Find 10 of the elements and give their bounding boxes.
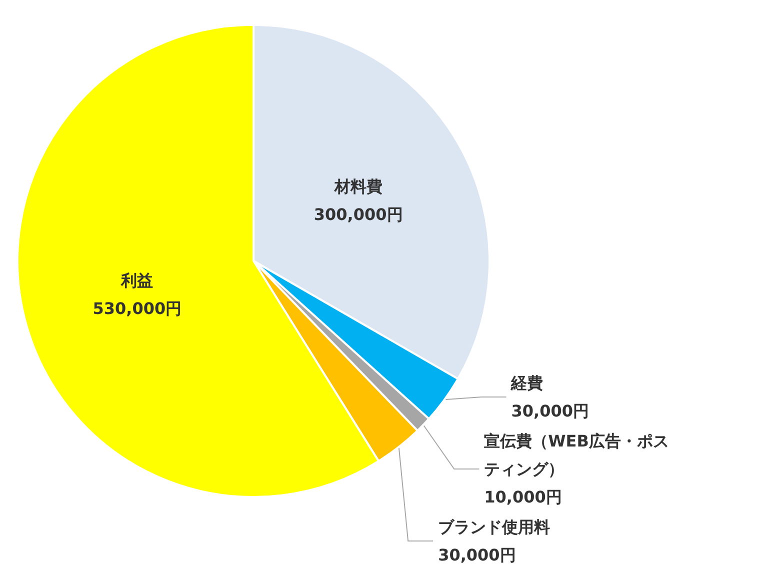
slice-label: ブランド使用料 — [438, 518, 550, 536]
slice-label: 経費 — [510, 374, 544, 392]
slice-label: 宣伝費（WEB広告・ポスティング） — [484, 432, 669, 478]
data-label: 30,000円 — [511, 402, 589, 420]
slice-label: 利益 — [120, 270, 154, 290]
data-label: 10,000円 — [484, 488, 562, 506]
data-label: 300,000円 — [314, 204, 403, 224]
slice-label: 材料費 — [333, 176, 382, 196]
data-label: 530,000円 — [92, 298, 182, 318]
data-label: 30,000円 — [438, 546, 516, 564]
